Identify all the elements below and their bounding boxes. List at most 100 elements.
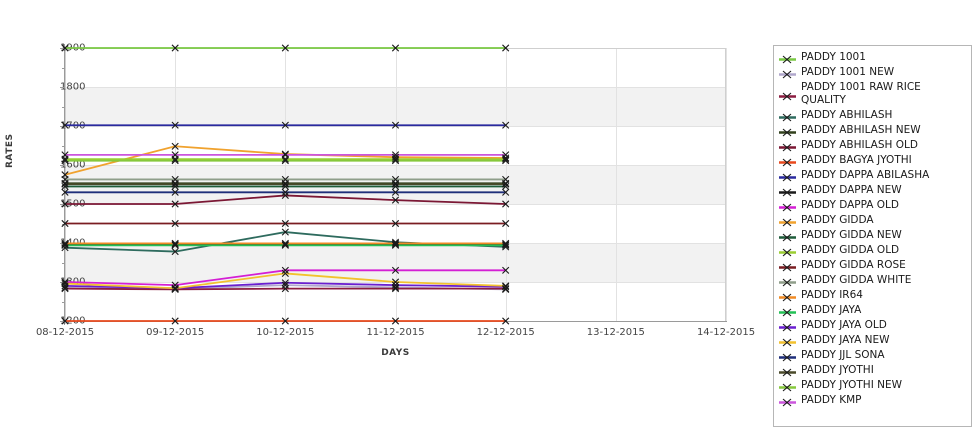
legend-item[interactable]: PADDY 1001 [777,50,968,65]
y-tick-mark [60,126,65,127]
legend-item[interactable]: PADDY IR64 [777,288,968,303]
data-point-marker [61,317,69,325]
data-point-marker [171,121,179,129]
legend-marker-icon [779,394,796,407]
legend-item-label: PADDY JYOTHI [801,364,874,376]
legend-item-label: PADDY JAYA [801,304,862,316]
y-tick-mark [60,282,65,283]
legend-item[interactable]: PADDY JJL SONA [777,348,968,363]
legend-item[interactable]: PADDY JAYA OLD [777,318,968,333]
data-point-marker [391,241,400,249]
data-point-marker [391,283,400,292]
legend-item[interactable]: PADDY GIDDA [777,213,968,228]
legend-item[interactable]: PADDY ABHILASH [777,108,968,123]
x-tick-label: 08-12-2015 [35,327,95,338]
data-point-marker [61,180,69,188]
y-tick-mark [60,165,65,166]
data-point-marker [171,182,179,191]
data-point-marker [171,239,179,247]
series-line [65,194,506,205]
data-point-marker [61,151,69,159]
y-tick-mark [60,48,65,49]
data-point-marker [61,241,69,249]
data-point-marker [502,317,510,325]
chart-legend[interactable]: PADDY 1001 PADDY 1001 NEW PADDY 1001 RAW R… [773,45,972,427]
legend-marker-icon [779,244,796,257]
data-point-marker [502,285,510,293]
legend-item[interactable]: PADDY JYOTHI NEW [777,378,968,393]
data-point-marker [281,285,289,293]
legend-item[interactable]: PADDY JAYA [777,303,968,318]
legend-marker-icon [779,88,796,101]
legend-marker-icon [779,259,796,272]
legend-marker-icon [779,349,796,362]
legend-item[interactable]: PADDY JAYA NEW [777,333,968,348]
legend-item[interactable]: PADDY JYOTHI [777,363,968,378]
line-chart: RATES DAYS 12001300140015001600170018001… [5,43,755,359]
data-point-marker [281,239,289,247]
data-point-marker [281,182,289,191]
legend-item[interactable]: PADDY GIDDA NEW [777,228,968,243]
legend-marker-icon [779,334,796,347]
gridline-h [65,87,726,88]
legend-marker-icon [779,184,796,197]
legend-item-label: PADDY GIDDA [801,214,874,226]
legend-item[interactable]: PADDY GIDDA WHITE [777,273,968,288]
legend-item[interactable]: PADDY DAPPA ABILASHA [777,168,968,183]
y-minor-tick [62,67,65,69]
legend-item-label: PADDY ABHILASH NEW [801,124,921,136]
data-point-marker [502,219,510,228]
data-point-marker [502,200,510,208]
legend-marker-icon [779,364,796,377]
y-tick-mark [60,204,65,205]
data-point-marker [61,188,69,196]
data-point-marker [171,247,179,256]
legend-item[interactable]: PADDY DAPPA NEW [777,183,968,198]
y-minor-tick [62,145,65,147]
y-minor-tick [62,106,65,108]
legend-item-label: PADDY DAPPA NEW [801,184,902,196]
data-point-marker [391,281,400,289]
legend-item-label: PADDY JAYA OLD [801,319,887,331]
data-point-marker [281,121,289,129]
data-point-marker [281,240,289,249]
legend-item-label: PADDY KMP [801,394,862,406]
series-line [64,231,506,253]
legend-marker-icon [779,109,796,122]
legend-item[interactable]: PADDY ABHILASH OLD [777,138,968,153]
legend-marker-icon [779,124,796,137]
data-point-marker [171,317,179,325]
data-point-marker [502,283,510,291]
legend-item-label: PADDY GIDDA NEW [801,229,902,241]
legend-marker-icon [779,154,796,167]
legend-item-label: PADDY DAPPA ABILASHA [801,169,930,181]
data-point-marker [391,196,400,204]
legend-item-label: PADDY 1001 NEW [801,66,895,78]
legend-item[interactable]: PADDY ABHILASH NEW [777,123,968,138]
legend-item-label: PADDY BAGYA JYOTHI [801,154,912,166]
legend-item[interactable]: PADDY DAPPA OLD [777,198,968,213]
data-point-marker [171,281,179,289]
legend-marker-icon [779,229,796,242]
data-point-marker [61,285,69,293]
legend-item[interactable]: PADDY 1001 NEW [777,65,968,80]
legend-item[interactable]: PADDY KMP [777,393,968,408]
data-point-marker [502,121,510,129]
legend-item[interactable]: PADDY BAGYA JYOTHI [777,153,968,168]
gridline-h [65,204,726,205]
data-point-marker [281,269,289,278]
data-point-marker [281,266,289,274]
legend-item[interactable]: PADDY GIDDA ROSE [777,258,968,273]
legend-item[interactable]: PADDY 1001 RAW RICE QUALITY [777,80,968,108]
legend-item-label: PADDY GIDDA WHITE [801,274,912,286]
x-tick-label: 11-12-2015 [366,327,425,338]
legend-item[interactable]: PADDY GIDDA OLD [777,243,968,258]
data-point-marker [61,240,69,249]
legend-item-label: PADDY JAYA NEW [801,334,890,346]
series-lines [61,44,510,325]
y-minor-tick [62,223,65,225]
legend-marker-icon [779,379,796,392]
data-point-marker [502,282,510,290]
legend-item-label: PADDY 1001 [801,51,866,63]
